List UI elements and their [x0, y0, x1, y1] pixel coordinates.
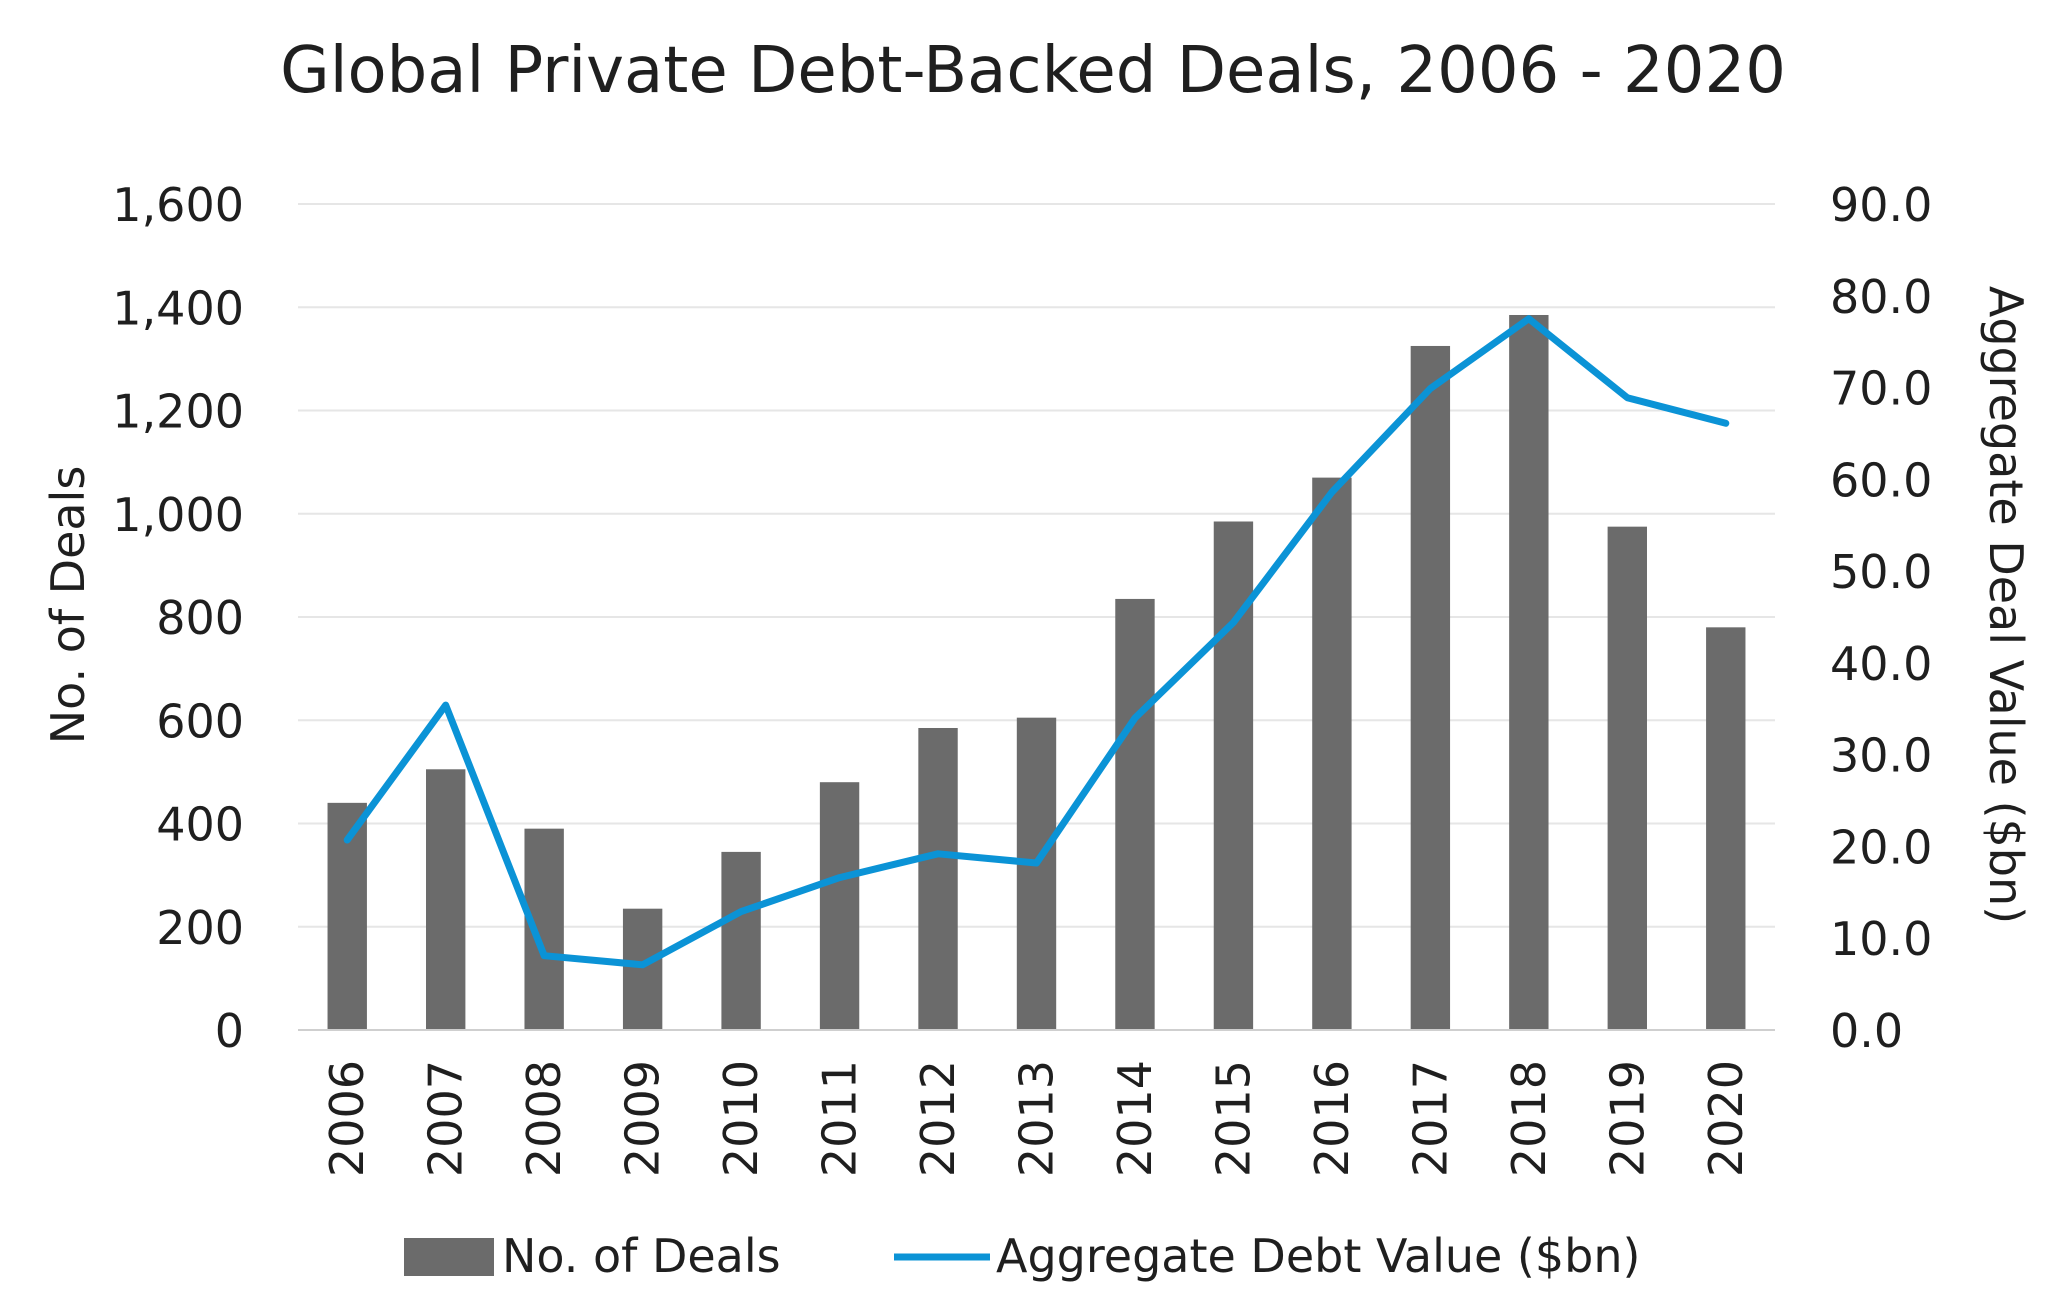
legend: No. of Deals Aggregate Debt Value ($bn): [404, 1229, 1640, 1283]
x-tick-label: 2010: [714, 1060, 768, 1177]
legend-bar-label: No. of Deals: [502, 1229, 781, 1283]
left-tick-label: 1,000: [112, 488, 244, 542]
left-tick-label: 600: [156, 694, 244, 748]
x-axis-ticks: 2006 2007 2008 2009 2010 2011 2012 2013 2014 2015…: [320, 1060, 1753, 1177]
y-axis-right-label: Aggregate Deal Value ($bn): [1979, 286, 2033, 924]
bar: [1706, 627, 1745, 1030]
chart-title: Global Private Debt-Backed Deals, 2006 -…: [280, 34, 1786, 108]
bar: [1608, 527, 1647, 1030]
bar: [1115, 599, 1154, 1030]
x-tick-label: 2019: [1600, 1060, 1654, 1177]
bar: [918, 728, 957, 1030]
right-tick-label: 30.0: [1830, 729, 1932, 783]
x-tick-label: 2007: [419, 1060, 473, 1177]
legend-bar-swatch: [404, 1238, 494, 1276]
legend-line-label: Aggregate Debt Value ($bn): [996, 1229, 1640, 1283]
left-tick-label: 1,600: [112, 178, 244, 232]
bar: [1312, 478, 1351, 1030]
right-tick-label: 90.0: [1830, 178, 1932, 232]
right-tick-label: 40.0: [1830, 637, 1932, 691]
left-tick-label: 200: [156, 901, 244, 955]
bar: [721, 852, 760, 1030]
left-tick-label: 800: [156, 591, 244, 645]
left-axis-ticks: 0 200 400 600 800 1,000 1,200 1,400 1,600: [112, 178, 244, 1058]
x-tick-label: 2011: [813, 1060, 867, 1177]
x-tick-label: 2006: [320, 1060, 374, 1177]
left-tick-label: 1,200: [112, 385, 244, 439]
x-tick-label: 2015: [1206, 1060, 1260, 1177]
right-tick-label: 80.0: [1830, 270, 1932, 324]
bar: [623, 909, 662, 1030]
right-tick-label: 10.0: [1830, 912, 1932, 966]
bar-series: [328, 315, 1746, 1030]
right-tick-label: 70.0: [1830, 362, 1932, 416]
x-tick-label: 2012: [911, 1060, 965, 1177]
bar: [1214, 521, 1253, 1030]
x-tick-label: 2013: [1010, 1060, 1064, 1177]
bar: [1509, 315, 1548, 1030]
right-tick-label: 60.0: [1830, 453, 1932, 507]
bar: [1411, 346, 1450, 1030]
right-tick-label: 20.0: [1830, 820, 1932, 874]
bar: [1017, 718, 1056, 1030]
x-tick-label: 2018: [1502, 1060, 1556, 1177]
bar: [426, 769, 465, 1030]
x-tick-label: 2020: [1699, 1060, 1753, 1177]
x-tick-label: 2009: [616, 1060, 670, 1177]
x-tick-label: 2017: [1403, 1060, 1457, 1177]
x-tick-label: 2014: [1108, 1060, 1162, 1177]
x-tick-label: 2008: [517, 1060, 571, 1177]
bar: [820, 782, 859, 1030]
left-tick-label: 1,400: [112, 281, 244, 335]
left-tick-label: 0: [215, 1004, 244, 1058]
left-tick-label: 400: [156, 798, 244, 852]
right-tick-label: 50.0: [1830, 545, 1932, 599]
y-axis-left-label: No. of Deals: [41, 466, 95, 745]
right-tick-label: 0.0: [1830, 1004, 1903, 1058]
right-axis-ticks: 0.0 10.0 20.0 30.0 40.0 50.0 60.0 70.0 80.0 90.0: [1830, 178, 1932, 1058]
x-tick-label: 2016: [1305, 1060, 1359, 1177]
